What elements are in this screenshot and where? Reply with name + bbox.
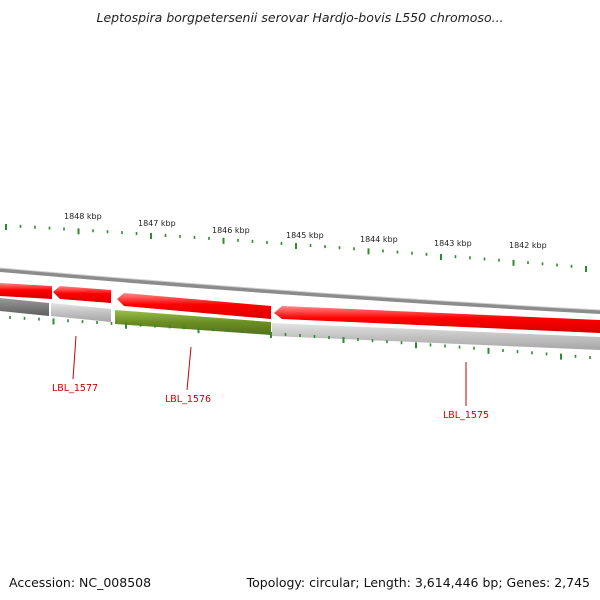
- label-leader-line: [72, 335, 77, 380]
- scale-ticks: [5, 224, 591, 360]
- forward-gene-arrow[interactable]: [0, 283, 52, 299]
- scale-label: 1846 kbp: [212, 226, 250, 235]
- map-title: Leptospira borgpetersenii serovar Hardjo…: [96, 10, 504, 25]
- forward-gene-arrow[interactable]: [53, 286, 111, 303]
- reverse-gene[interactable]: [51, 303, 111, 322]
- forward-gene-arrow[interactable]: [117, 293, 271, 319]
- summary-text: Topology: circular; Length: 3,614,446 bp…: [246, 575, 590, 590]
- backbone-outer: [0, 268, 600, 314]
- reverse-gene-highlighted[interactable]: [115, 310, 271, 335]
- scale-label: 1844 kbp: [360, 235, 398, 244]
- scale-label: 1843 kbp: [434, 239, 472, 248]
- gene-label[interactable]: LBL_1576: [165, 394, 211, 405]
- label-leader-line: [186, 346, 192, 391]
- gene-label[interactable]: LBL_1577: [52, 383, 98, 394]
- scale-label: 1848 kbp: [64, 212, 102, 221]
- forward-gene-arrow[interactable]: [274, 306, 600, 333]
- scale-label: 1842 kbp: [509, 241, 547, 250]
- accession-text: Accession: NC_008508: [9, 575, 152, 590]
- reverse-gene[interactable]: [0, 298, 49, 316]
- gene-label[interactable]: LBL_1575: [443, 410, 489, 421]
- scale-label: 1847 kbp: [138, 219, 176, 228]
- reverse-gene[interactable]: [272, 323, 600, 350]
- scale-label: 1845 kbp: [286, 231, 324, 240]
- scale-labels: 1848 kbp 1847 kbp 1846 kbp 1845 kbp 1844…: [64, 212, 547, 250]
